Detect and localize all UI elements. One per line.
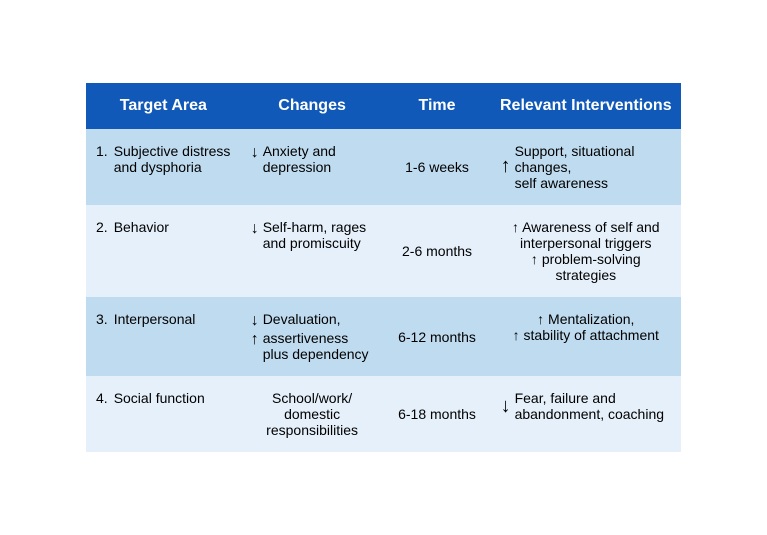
cell-interventions: ↓Fear, failure and abandonment, coaching — [491, 376, 681, 452]
cell-changes: ↓Anxiety and depression — [241, 129, 384, 205]
cell-time: 6-12 months — [383, 297, 490, 376]
cell-interventions: ↑ Awareness of self and interpersonal tr… — [491, 205, 681, 297]
row-number: 1. — [96, 143, 108, 175]
intv-text: stability of attachment — [524, 327, 659, 343]
arrow-icon: ↑ — [537, 311, 544, 327]
row-number: 2. — [96, 219, 108, 235]
row-number: 3. — [96, 311, 108, 327]
changes-text: School/work/domestic responsibilities — [251, 390, 374, 438]
changes-text: Anxiety and depression — [263, 143, 374, 175]
table-row: 1.Subjective distress and dysphoria↓Anxi… — [86, 129, 681, 205]
arrow-icon: ↓ — [251, 311, 259, 330]
arrow-icon: ↓ — [501, 395, 511, 418]
intv-text: Fear, failure and abandonment, coaching — [515, 390, 671, 422]
intv-text: Mentalization, — [548, 311, 634, 327]
intv-text: problem-solving strategies — [542, 251, 641, 283]
cell-time: 1-6 weeks — [383, 129, 490, 205]
cell-time: 2-6 months — [383, 205, 490, 297]
arrow-icon: ↓ — [251, 219, 259, 238]
cell-changes: School/work/domestic responsibilities — [241, 376, 384, 452]
therapy-table: Target Area Changes Time Relevant Interv… — [86, 83, 681, 452]
cell-target: 3. Interpersonal — [86, 297, 241, 376]
changes-text: assertiveness plus dependency — [263, 330, 374, 362]
cell-interventions: ↑ Mentalization,↑ stability of attachmen… — [491, 297, 681, 376]
table-row: 4. Social function School/work/domestic re… — [86, 376, 681, 452]
target-text: Subjective distress and dysphoria — [114, 143, 231, 175]
target-text: Behavior — [114, 219, 231, 235]
cell-time: 6-18 months — [383, 376, 490, 452]
arrow-icon: ↑ — [512, 219, 519, 235]
arrow-icon: ↑ — [251, 330, 259, 349]
table-container: Target Area Changes Time Relevant Interv… — [86, 83, 681, 452]
intv-text: Awareness of self and interpersonal trig… — [520, 219, 660, 251]
target-text: Interpersonal — [114, 311, 231, 327]
th-time: Time — [383, 83, 490, 129]
cell-target: 1.Subjective distress and dysphoria — [86, 129, 241, 205]
intv-text: Support, situational changes,self awaren… — [515, 143, 671, 191]
cell-interventions: ↑Support, situational changes,self aware… — [491, 129, 681, 205]
th-intv: Relevant Interventions — [491, 83, 681, 129]
cell-changes: ↓Devaluation,↑assertiveness plus depende… — [241, 297, 384, 376]
row-number: 4. — [96, 390, 108, 406]
cell-target: 4. Social function — [86, 376, 241, 452]
table-header-row: Target Area Changes Time Relevant Interv… — [86, 83, 681, 129]
changes-text: Devaluation, — [263, 311, 374, 327]
target-text: Social function — [114, 390, 231, 406]
arrow-icon: ↑ — [531, 251, 538, 267]
table-row: 3.Interpersonal↓Devaluation,↑assertivene… — [86, 297, 681, 376]
th-target: Target Area — [86, 83, 241, 129]
changes-text: Self-harm, rages and promiscuity — [263, 219, 374, 251]
cell-changes: ↓Self-harm, rages and promiscuity — [241, 205, 384, 297]
arrow-icon: ↑ — [501, 155, 511, 178]
arrow-icon: ↓ — [251, 143, 259, 162]
th-changes: Changes — [241, 83, 384, 129]
table-row: 2. Behavior ↓Self-harm, rages and promiscu… — [86, 205, 681, 297]
cell-target: 2. Behavior — [86, 205, 241, 297]
arrow-icon: ↑ — [513, 327, 520, 343]
